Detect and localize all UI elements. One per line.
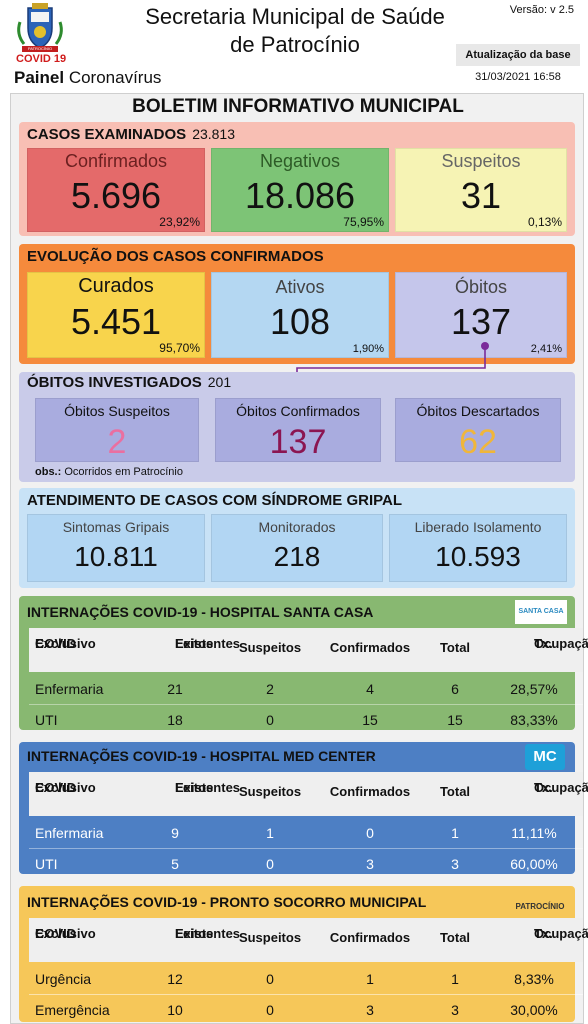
med-center-title: INTERNAÇÕES COVID-19 - HOSPITAL MED CENT… bbox=[27, 748, 376, 764]
obitos-investigados-section: ÓBITOS INVESTIGADOS 201 Óbitos Suspeitos … bbox=[19, 372, 575, 482]
card-value: 5.451 bbox=[70, 301, 162, 342]
sindrome-gripal-section: ATENDIMENTO DE CASOS COM SÍNDROME GRIPAL… bbox=[19, 488, 575, 588]
card-label: Ativos bbox=[275, 277, 325, 297]
card-percent: 23,92% bbox=[159, 215, 200, 229]
obs-note: obs.: Ocorridos em Patrocínio bbox=[35, 466, 183, 478]
card-value: 10.593 bbox=[435, 541, 521, 572]
card-value: 31 bbox=[460, 175, 502, 216]
version-label: Versão: v 2.5 bbox=[509, 4, 574, 16]
card-value: 10.811 bbox=[74, 541, 158, 572]
card-obitos-descartados[interactable]: Óbitos Descartados 62 bbox=[395, 398, 561, 462]
card-label: Curados bbox=[78, 275, 154, 297]
card-value: 137 bbox=[450, 301, 512, 342]
logo-text: PATROCÍNIO bbox=[27, 46, 53, 51]
card-label: Monitorados bbox=[258, 519, 336, 535]
card-value: 2 bbox=[107, 423, 127, 461]
dashboard-panel: BOLETIM INFORMATIVO MUNICIPAL CASOS EXAM… bbox=[10, 93, 588, 1024]
sindrome-title: ATENDIMENTO DE CASOS COM SÍNDROME GRIPAL bbox=[27, 492, 403, 509]
card-obitos-suspeitos[interactable]: Óbitos Suspeitos 2 bbox=[35, 398, 199, 462]
pronto-socorro-logo: PATROCÍNIO bbox=[515, 902, 565, 911]
card-confirmados[interactable]: Confirmados 5.696 23,92% bbox=[27, 148, 205, 232]
investigados-title: ÓBITOS INVESTIGADOS 201 bbox=[27, 374, 232, 391]
evolucao-title: EVOLUÇÃO DOS CASOS CONFIRMADOS bbox=[27, 248, 324, 265]
card-label: Suspeitos bbox=[441, 151, 521, 171]
table-row: UTI 5 0 3 3 60,00% bbox=[29, 848, 583, 878]
coat-of-arms-logo: PATROCÍNIO bbox=[14, 2, 66, 54]
table-header: Exclusivo COVID Leitos Existentes Suspeito… bbox=[29, 628, 588, 672]
bulletin-title: BOLETIM INFORMATIVO MUNICIPAL bbox=[132, 96, 464, 117]
card-percent: 75,95% bbox=[343, 215, 384, 229]
med-center-logo: MC bbox=[525, 744, 565, 770]
table-row: Urgência 12 0 1 1 8,33% bbox=[35, 971, 554, 987]
pronto-socorro-section: INTERNAÇÕES COVID-19 - PRONTO SOCORRO MU… bbox=[19, 886, 588, 1022]
update-base-label: Atualização da base bbox=[456, 44, 580, 66]
card-percent: 1,90% bbox=[352, 343, 384, 355]
card-label: Óbitos bbox=[454, 277, 508, 297]
card-percent: 95,70% bbox=[159, 341, 200, 355]
card-value: 18.086 bbox=[244, 175, 356, 216]
card-negativos[interactable]: Negativos 18.086 75,95% bbox=[211, 148, 389, 232]
card-sintomas-gripais[interactable]: Sintomas Gripais 10.811 bbox=[27, 514, 205, 582]
card-value: 137 bbox=[269, 423, 327, 461]
santa-casa-section: INTERNAÇÕES COVID-19 - HOSPITAL SANTA CA… bbox=[19, 596, 588, 730]
card-label: Óbitos Descartados bbox=[416, 403, 540, 419]
card-value: 218 bbox=[273, 541, 321, 572]
table-row: Enfermaria 9 1 0 1 11,11% bbox=[35, 825, 557, 841]
card-value: 62 bbox=[459, 423, 497, 461]
card-label: Negativos bbox=[259, 151, 341, 171]
page-title-line1: Secretaria Municipal de Saúde bbox=[145, 4, 445, 29]
card-label: Sintomas Gripais bbox=[62, 519, 170, 535]
pronto-socorro-title: INTERNAÇÕES COVID-19 - PRONTO SOCORRO MU… bbox=[27, 894, 427, 910]
card-suspeitos[interactable]: Suspeitos 31 0,13% bbox=[395, 148, 567, 232]
card-value: 108 bbox=[269, 301, 331, 342]
card-label: Liberado Isolamento bbox=[414, 519, 542, 535]
casos-title: CASOS EXAMINADOS 23.813 bbox=[27, 126, 236, 143]
card-monitorados[interactable]: Monitorados 218 bbox=[211, 514, 383, 582]
med-center-section: INTERNAÇÕES COVID-19 - HOSPITAL MED CENT… bbox=[19, 742, 588, 874]
card-label: Óbitos Confirmados bbox=[236, 403, 360, 419]
table-header: Exclusivo COVID Leitos Existentes Suspeito… bbox=[29, 772, 588, 816]
card-label: Óbitos Suspeitos bbox=[64, 403, 170, 419]
page-title-line2: de Patrocínio bbox=[230, 32, 360, 57]
card-label: Confirmados bbox=[64, 151, 168, 171]
card-ativos[interactable]: Ativos 108 1,90% bbox=[211, 272, 389, 358]
card-liberado-isolamento[interactable]: Liberado Isolamento 10.593 bbox=[389, 514, 567, 582]
card-percent: 0,13% bbox=[527, 215, 562, 229]
card-value: 5.696 bbox=[70, 175, 162, 216]
card-curados[interactable]: Curados 5.451 95,70% bbox=[27, 272, 205, 358]
santa-casa-title: INTERNAÇÕES COVID-19 - HOSPITAL SANTA CA… bbox=[27, 604, 374, 620]
table-row: UTI 18 0 15 15 83,33% bbox=[29, 704, 583, 734]
card-obitos-confirmados[interactable]: Óbitos Confirmados 137 bbox=[215, 398, 381, 462]
santa-casa-logo: SANTA CASA bbox=[515, 600, 567, 624]
table-header: Exclusivo COVID Leitos Existentes Suspeito… bbox=[29, 918, 588, 962]
painel-label: Painel Coronavírus bbox=[14, 68, 162, 87]
header: PATROCÍNIO COVID 19 Painel Coronavírus S… bbox=[0, 0, 588, 92]
casos-examinados-section: CASOS EXAMINADOS 23.813 Confirmados 5.696… bbox=[19, 122, 575, 236]
card-obitos[interactable]: Óbitos 137 2,41% bbox=[395, 272, 567, 358]
covid-label: COVID 19 bbox=[16, 53, 67, 65]
table-row: Enfermaria 21 2 4 6 28,57% bbox=[35, 681, 558, 697]
card-percent: 2,41% bbox=[530, 343, 562, 355]
update-date: 31/03/2021 16:58 bbox=[475, 71, 561, 83]
table-row: Emergência 10 0 3 3 30,00% bbox=[29, 994, 583, 1024]
